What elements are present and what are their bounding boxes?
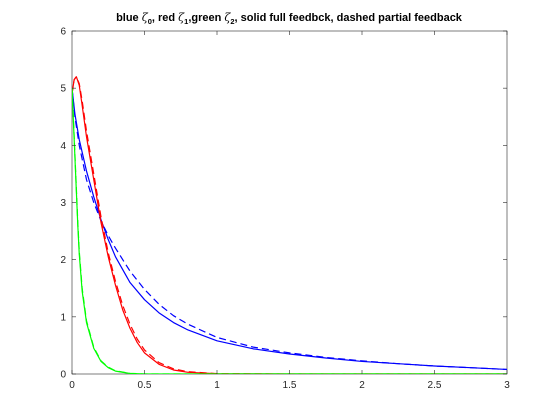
title-subscript: 0 — [148, 17, 152, 26]
chart-title: blue ζ0​, red ζ1​,green ζ2​, solid full … — [116, 11, 463, 26]
y-tick-label: 0 — [60, 370, 66, 381]
title-text: , red — [152, 12, 178, 24]
title-text: , solid full feedbck, dashed partial fee… — [235, 12, 463, 24]
y-tick-label: 2 — [60, 255, 66, 266]
x-tick-label: 2.5 — [428, 380, 442, 391]
plot-area: 0 0.5 1 1.5 2 2.5 3 0 1 2 3 4 5 6 — [60, 27, 510, 392]
y-tick-label: 1 — [60, 312, 66, 323]
x-tick-label: 3 — [504, 380, 510, 391]
y-tick-label: 6 — [60, 27, 66, 38]
series-line-1-dashed — [72, 88, 507, 371]
title-zeta-symbol: ζ — [142, 11, 149, 24]
title-zeta-symbol: ζ — [224, 11, 231, 24]
title-subscript: 1 — [184, 17, 188, 26]
title-text: blue — [116, 12, 142, 24]
x-tick-label: 0 — [69, 380, 75, 391]
axes-box — [71, 30, 508, 375]
x-tick-label: 2 — [359, 380, 365, 391]
y-tick-label: 5 — [60, 84, 66, 95]
title-zeta-symbol: ζ — [178, 11, 185, 24]
series-line-3-dashed — [72, 76, 507, 374]
x-tick-label: 1 — [214, 380, 220, 391]
title-text: ,green — [188, 12, 224, 24]
series-group — [72, 76, 507, 374]
y-tick-label: 4 — [60, 141, 66, 152]
series-line-0-solid — [72, 88, 507, 371]
title-subscript: 2 — [230, 17, 234, 26]
x-tick-label: 1.5 — [283, 380, 297, 391]
x-tick-label: 0.5 — [138, 380, 152, 391]
series-line-5-dashed — [72, 88, 507, 374]
y-tick-label: 3 — [60, 198, 66, 209]
